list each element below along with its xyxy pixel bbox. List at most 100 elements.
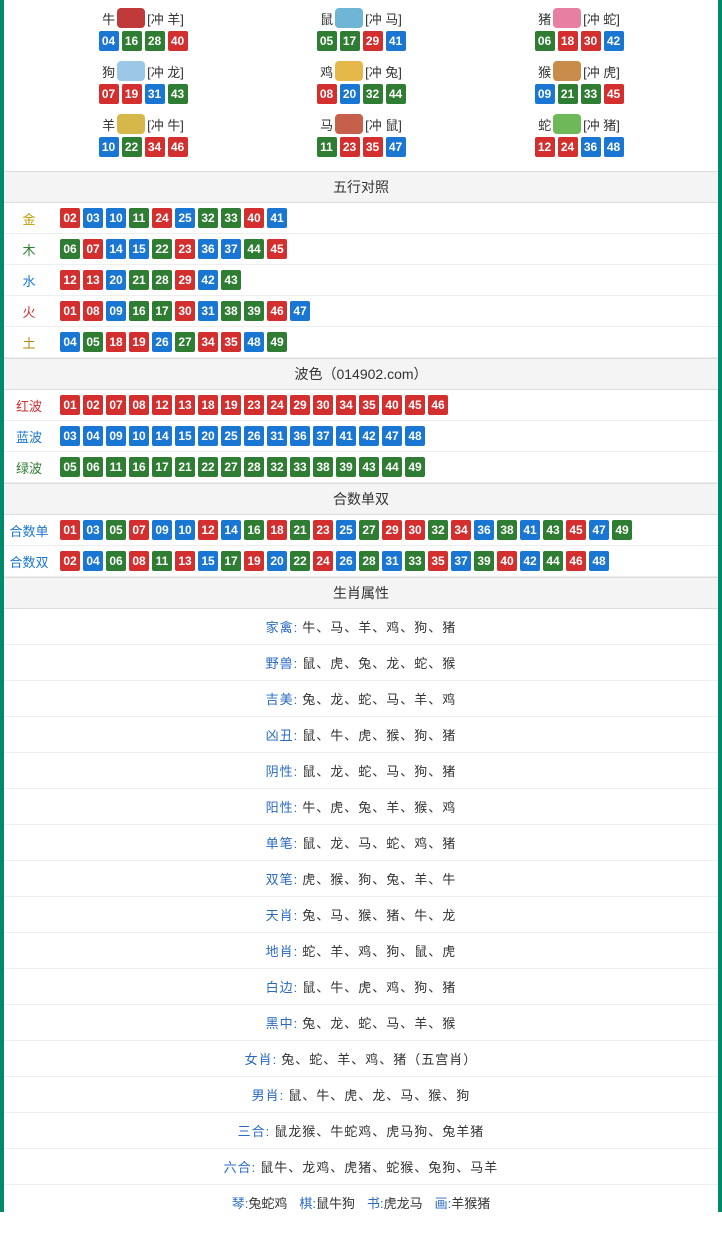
attribute-label: 天肖: bbox=[266, 908, 299, 923]
attribute-value: 鼠、龙、蛇、马、狗、猪 bbox=[302, 764, 456, 779]
attribute-label: 凶丑: bbox=[266, 728, 299, 743]
number-ball: 49 bbox=[405, 457, 425, 477]
number-ball: 05 bbox=[317, 31, 337, 51]
number-ball: 36 bbox=[290, 426, 310, 446]
number-ball: 21 bbox=[290, 520, 310, 540]
zodiac-title: 猪[冲 蛇] bbox=[470, 8, 688, 28]
zodiac-title: 蛇[冲 猪] bbox=[470, 114, 688, 134]
number-ball: 35 bbox=[363, 137, 383, 157]
ball-sections: 五行对照金02031011242532334041木06071415222336… bbox=[4, 171, 718, 577]
zodiac-title: 牛[冲 羊] bbox=[34, 8, 252, 28]
attribute-value: 牛、虎、兔、羊、猴、鸡 bbox=[302, 800, 456, 815]
number-ball: 09 bbox=[535, 84, 555, 104]
number-ball: 18 bbox=[267, 520, 287, 540]
kv-row: 木06071415222336374445 bbox=[4, 234, 718, 265]
number-ball: 02 bbox=[83, 395, 103, 415]
zodiac-clash: [冲 虎] bbox=[583, 62, 620, 81]
number-ball: 21 bbox=[129, 270, 149, 290]
number-ball: 05 bbox=[106, 520, 126, 540]
number-ball: 16 bbox=[129, 457, 149, 477]
kv-row: 火0108091617303138394647 bbox=[4, 296, 718, 327]
number-ball: 07 bbox=[129, 520, 149, 540]
number-ball: 34 bbox=[145, 137, 165, 157]
zodiac-grid: 牛[冲 羊]04162840鼠[冲 马]05172941猪[冲 蛇]061830… bbox=[4, 0, 718, 171]
number-ball: 16 bbox=[244, 520, 264, 540]
zodiac-cell: 猴[冲 虎]09213345 bbox=[470, 57, 688, 110]
number-ball: 14 bbox=[221, 520, 241, 540]
number-ball: 45 bbox=[405, 395, 425, 415]
number-ball: 38 bbox=[497, 520, 517, 540]
attribute-value: 鼠龙猴、牛蛇鸡、虎马狗、兔羊猪 bbox=[274, 1124, 484, 1139]
attribute-row: 阴性:鼠、龙、蛇、马、狗、猪 bbox=[4, 753, 718, 789]
number-ball: 28 bbox=[244, 457, 264, 477]
attribute-row: 三合:鼠龙猴、牛蛇鸡、虎马狗、兔羊猪 bbox=[4, 1113, 718, 1149]
attribute-row: 双笔:虎、猴、狗、兔、羊、牛 bbox=[4, 861, 718, 897]
number-ball: 46 bbox=[168, 137, 188, 157]
attribute-row: 天肖:兔、马、猴、猪、牛、龙 bbox=[4, 897, 718, 933]
zodiac-cell: 鼠[冲 马]05172941 bbox=[252, 4, 470, 57]
attribute-row: 吉美:兔、龙、蛇、马、羊、鸡 bbox=[4, 681, 718, 717]
number-ball: 43 bbox=[359, 457, 379, 477]
bottom-label: 书: bbox=[367, 1196, 384, 1211]
attribute-value: 牛、马、羊、鸡、狗、猪 bbox=[302, 620, 456, 635]
number-ball: 23 bbox=[340, 137, 360, 157]
number-ball: 23 bbox=[175, 239, 195, 259]
attribute-row: 单笔:鼠、龙、马、蛇、鸡、猪 bbox=[4, 825, 718, 861]
number-ball: 07 bbox=[83, 239, 103, 259]
zodiac-cell: 鸡[冲 兔]08203244 bbox=[252, 57, 470, 110]
number-ball: 29 bbox=[363, 31, 383, 51]
zodiac-name: 鸡 bbox=[320, 62, 333, 81]
number-ball: 19 bbox=[221, 395, 241, 415]
number-ball: 22 bbox=[198, 457, 218, 477]
number-ball: 10 bbox=[175, 520, 195, 540]
number-ball: 01 bbox=[60, 395, 80, 415]
number-ball: 42 bbox=[198, 270, 218, 290]
number-ball: 47 bbox=[589, 520, 609, 540]
attribute-rows: 家禽:牛、马、羊、鸡、狗、猪野兽:鼠、虎、兔、龙、蛇、猴吉美:兔、龙、蛇、马、羊… bbox=[4, 609, 718, 1185]
attribute-value: 兔、马、猴、猪、牛、龙 bbox=[302, 908, 456, 923]
ball-row: 12243648 bbox=[470, 137, 688, 157]
ball-row: 11233547 bbox=[252, 137, 470, 157]
number-ball: 30 bbox=[313, 395, 333, 415]
zodiac-cell: 马[冲 鼠]11233547 bbox=[252, 110, 470, 163]
row-label: 金 bbox=[4, 209, 54, 228]
zodiac-title: 鼠[冲 马] bbox=[252, 8, 470, 28]
row-label: 木 bbox=[4, 240, 54, 259]
kv-row: 蓝波03040910141520252631363741424748 bbox=[4, 421, 718, 452]
number-ball: 22 bbox=[152, 239, 172, 259]
attribute-row: 六合:鼠牛、龙鸡、虎猪、蛇猴、兔狗、马羊 bbox=[4, 1149, 718, 1185]
number-ball: 05 bbox=[60, 457, 80, 477]
section-header: 五行对照 bbox=[4, 171, 718, 203]
attribute-label: 女肖: bbox=[245, 1052, 278, 1067]
number-ball: 31 bbox=[267, 426, 287, 446]
section-header-attributes: 生肖属性 bbox=[4, 577, 718, 609]
number-ball: 39 bbox=[244, 301, 264, 321]
zodiac-cell: 牛[冲 羊]04162840 bbox=[34, 4, 252, 57]
attribute-label: 阴性: bbox=[266, 764, 299, 779]
ball-row: 04051819262734354849 bbox=[54, 332, 287, 352]
number-ball: 34 bbox=[336, 395, 356, 415]
number-ball: 06 bbox=[106, 551, 126, 571]
number-ball: 24 bbox=[313, 551, 333, 571]
number-ball: 04 bbox=[83, 426, 103, 446]
number-ball: 29 bbox=[382, 520, 402, 540]
bottom-item: 书:虎龙马 bbox=[367, 1196, 423, 1211]
number-ball: 19 bbox=[129, 332, 149, 352]
row-label: 蓝波 bbox=[4, 427, 54, 446]
number-ball: 46 bbox=[428, 395, 448, 415]
number-ball: 44 bbox=[244, 239, 264, 259]
attribute-row: 黑中:兔、龙、蛇、马、羊、猴 bbox=[4, 1005, 718, 1041]
zodiac-clash: [冲 牛] bbox=[147, 115, 184, 134]
animal-icon bbox=[117, 114, 145, 134]
number-ball: 14 bbox=[152, 426, 172, 446]
zodiac-title: 羊[冲 牛] bbox=[34, 114, 252, 134]
number-ball: 22 bbox=[290, 551, 310, 571]
animal-icon bbox=[117, 8, 145, 28]
attribute-row: 白边:鼠、牛、虎、鸡、狗、猪 bbox=[4, 969, 718, 1005]
bottom-label: 画: bbox=[435, 1196, 452, 1211]
number-ball: 18 bbox=[198, 395, 218, 415]
number-ball: 10 bbox=[106, 208, 126, 228]
number-ball: 09 bbox=[106, 301, 126, 321]
number-ball: 12 bbox=[60, 270, 80, 290]
number-ball: 23 bbox=[244, 395, 264, 415]
